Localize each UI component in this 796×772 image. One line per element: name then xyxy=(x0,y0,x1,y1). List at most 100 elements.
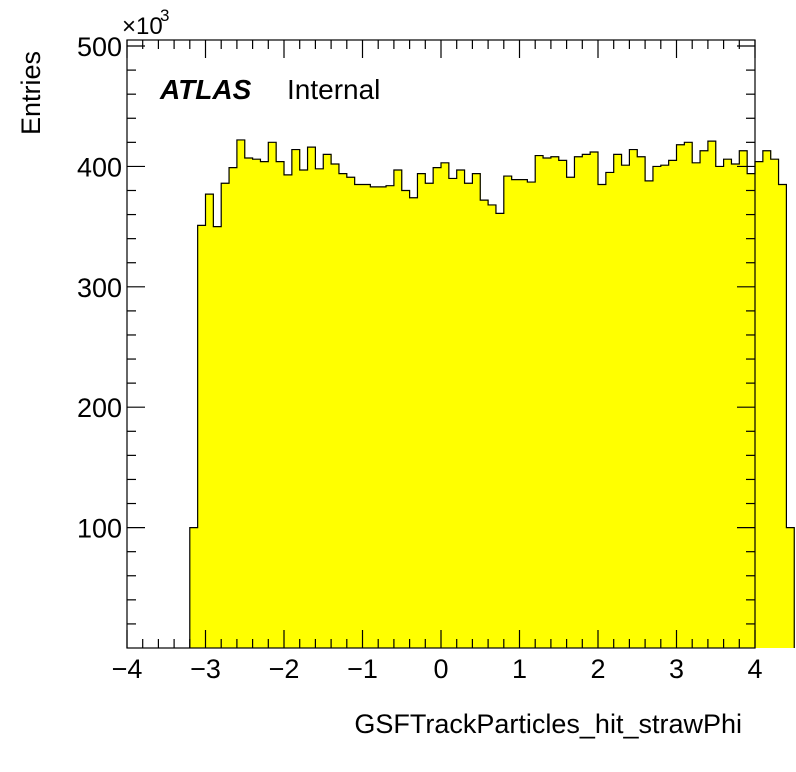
x-tick-label: 0 xyxy=(433,654,448,684)
histogram-bar xyxy=(598,184,607,648)
histogram-bar xyxy=(323,154,332,649)
histogram-bar xyxy=(393,170,403,649)
internal-label: Internal xyxy=(287,74,380,105)
histogram-bar xyxy=(543,157,552,649)
histogram-bar xyxy=(747,173,756,649)
histogram-bar xyxy=(189,527,199,648)
histogram-bar xyxy=(550,156,560,648)
x-tick-label: −1 xyxy=(347,654,378,684)
x-tick-label: 2 xyxy=(590,654,605,684)
histogram-bar xyxy=(346,177,356,649)
histogram-bar xyxy=(441,162,450,648)
histogram-bar xyxy=(652,166,662,649)
y-multiplier: ×10 xyxy=(122,13,163,40)
histogram-bar xyxy=(480,200,489,648)
x-tick-label: 3 xyxy=(669,654,684,684)
atlas-label: ATLAS xyxy=(159,74,252,105)
histogram-bar xyxy=(770,159,780,648)
histogram-bar xyxy=(315,168,324,648)
histogram-bar xyxy=(284,174,293,648)
histogram-bar xyxy=(637,156,646,648)
histogram-bar xyxy=(386,185,395,649)
histogram-bar xyxy=(307,147,316,649)
histogram-bar xyxy=(425,183,434,648)
y-axis-title: Entries xyxy=(16,51,46,135)
histogram-bars xyxy=(189,139,795,649)
x-tick-label: −3 xyxy=(190,654,221,684)
histogram-bar xyxy=(338,173,348,649)
histogram-bar xyxy=(527,182,536,648)
histogram-bar xyxy=(331,164,340,648)
histogram-bar xyxy=(605,172,615,648)
histogram-outline xyxy=(189,139,795,648)
histogram-bar xyxy=(762,150,772,649)
histogram-bar xyxy=(715,166,725,649)
histogram-bar xyxy=(495,213,505,648)
histogram-bar xyxy=(629,149,638,648)
x-tick-labels: −4 −3 −2 −1 0 1 2 3 4 xyxy=(112,654,763,684)
histogram-bar xyxy=(252,159,262,648)
histogram-bar xyxy=(236,139,246,648)
histogram-bar xyxy=(707,141,717,648)
histogram-bar xyxy=(590,151,599,648)
histogram-bar xyxy=(692,162,701,648)
axis-ticks xyxy=(126,40,756,648)
histogram-bar xyxy=(723,159,733,648)
histogram-bar xyxy=(276,161,285,648)
histogram-bar xyxy=(645,180,654,648)
x-tick-label: 4 xyxy=(747,654,762,684)
histogram-bar xyxy=(621,165,630,648)
y-multiplier-exponent: 3 xyxy=(160,6,169,25)
histogram-bar xyxy=(221,183,230,648)
histogram-bar xyxy=(582,154,591,649)
histogram-bar xyxy=(511,179,521,648)
histogram-bar xyxy=(213,226,222,648)
y-tick-labels: 100 200 300 400 500 xyxy=(77,32,122,544)
histogram-bar xyxy=(433,167,442,648)
histogram-bar xyxy=(378,186,387,648)
histogram-bar xyxy=(268,142,277,648)
histogram-bar xyxy=(700,150,709,649)
histogram-bar xyxy=(260,161,269,648)
histogram-bar xyxy=(558,160,568,648)
histogram-bar xyxy=(362,184,371,648)
histogram-bar xyxy=(244,157,254,649)
histogram-bar xyxy=(472,173,481,649)
y-tick-label: 200 xyxy=(77,393,122,423)
x-axis-title: GSFTrackParticles_hit_strawPhi xyxy=(354,709,742,739)
histogram-bar xyxy=(739,150,748,649)
histogram-bar xyxy=(566,177,576,649)
y-tick-label: 400 xyxy=(77,152,122,182)
histogram-bar xyxy=(299,170,309,649)
histogram-bar xyxy=(197,225,207,648)
histogram-bar xyxy=(755,161,764,648)
histogram-bar xyxy=(660,165,670,648)
y-tick-label: 500 xyxy=(77,32,122,62)
histogram-bar xyxy=(417,173,426,649)
histogram-bar xyxy=(676,144,685,648)
y-tick-label: 100 xyxy=(77,514,122,544)
histogram-bar xyxy=(519,179,528,648)
histogram-bar xyxy=(409,197,419,648)
y-tick-label: 300 xyxy=(77,273,122,303)
histogram-bar xyxy=(668,160,678,648)
x-tick-label: −2 xyxy=(269,654,300,684)
histogram-bar xyxy=(448,178,458,648)
histogram-bar xyxy=(684,142,693,648)
histogram-bar xyxy=(731,164,740,648)
histogram-bar xyxy=(456,170,466,649)
histogram-bar xyxy=(503,176,513,648)
histogram-bar xyxy=(613,154,623,649)
histogram-bar xyxy=(464,183,473,648)
histogram-bar xyxy=(778,184,787,648)
histogram-bar xyxy=(786,527,795,648)
histogram-bar xyxy=(229,167,238,648)
x-tick-label: −4 xyxy=(112,654,143,684)
histogram-bar xyxy=(535,155,544,648)
histogram-bar xyxy=(205,194,214,648)
histogram-bar xyxy=(401,190,411,648)
histogram-bar xyxy=(488,204,497,649)
histogram-bar xyxy=(291,149,301,648)
histogram-bar xyxy=(354,184,364,648)
